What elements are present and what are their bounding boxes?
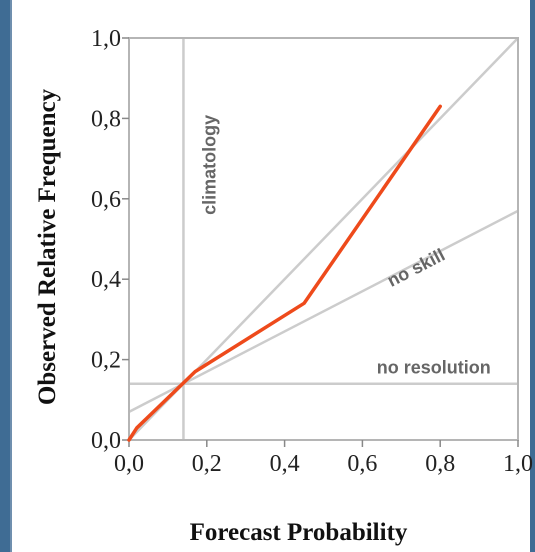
x-tick-label: 1,0 bbox=[503, 451, 533, 477]
axis-ticks: 0,0 0,2 0,4 0,6 0,8 1,0 0,0 0,2 0,4 0,6 0,8 1,0 bbox=[91, 26, 533, 477]
no-resolution-label: no resolution bbox=[377, 358, 491, 378]
reliability-curve bbox=[127, 104, 442, 442]
y-tick-label: 0,4 bbox=[91, 267, 121, 293]
reliability-diagram: 0,0 0,2 0,4 0,6 0,8 1,0 0,0 0,2 0,4 0,6 0,8 1,0 cli… bbox=[34, 26, 533, 546]
no-skill-label: no skill bbox=[384, 245, 448, 291]
y-tick-label: 0,8 bbox=[91, 106, 121, 132]
y-axis-title: Observed Relative Frequency bbox=[34, 88, 61, 405]
y-tick-label: 0,2 bbox=[91, 348, 121, 374]
y-tick-label: 1,0 bbox=[91, 26, 121, 52]
y-tick-label: 0,0 bbox=[91, 428, 121, 454]
plot-frame bbox=[128, 37, 519, 441]
x-tick-label: 0,2 bbox=[192, 451, 222, 477]
x-axis-title: Forecast Probability bbox=[190, 519, 408, 546]
chart-panel: 0,0 0,2 0,4 0,6 0,8 1,0 0,0 0,2 0,4 0,6 0,8 1,0 cli… bbox=[10, 0, 533, 552]
y-tick-label: 0,6 bbox=[91, 187, 121, 213]
climatology-label: climatology bbox=[199, 115, 219, 215]
x-tick-label: 0,4 bbox=[270, 451, 300, 477]
x-tick-label: 0,8 bbox=[425, 451, 455, 477]
x-tick-label: 0,6 bbox=[347, 451, 377, 477]
x-tick-label: 0,0 bbox=[114, 451, 144, 477]
no-skill-line bbox=[128, 209, 519, 413]
